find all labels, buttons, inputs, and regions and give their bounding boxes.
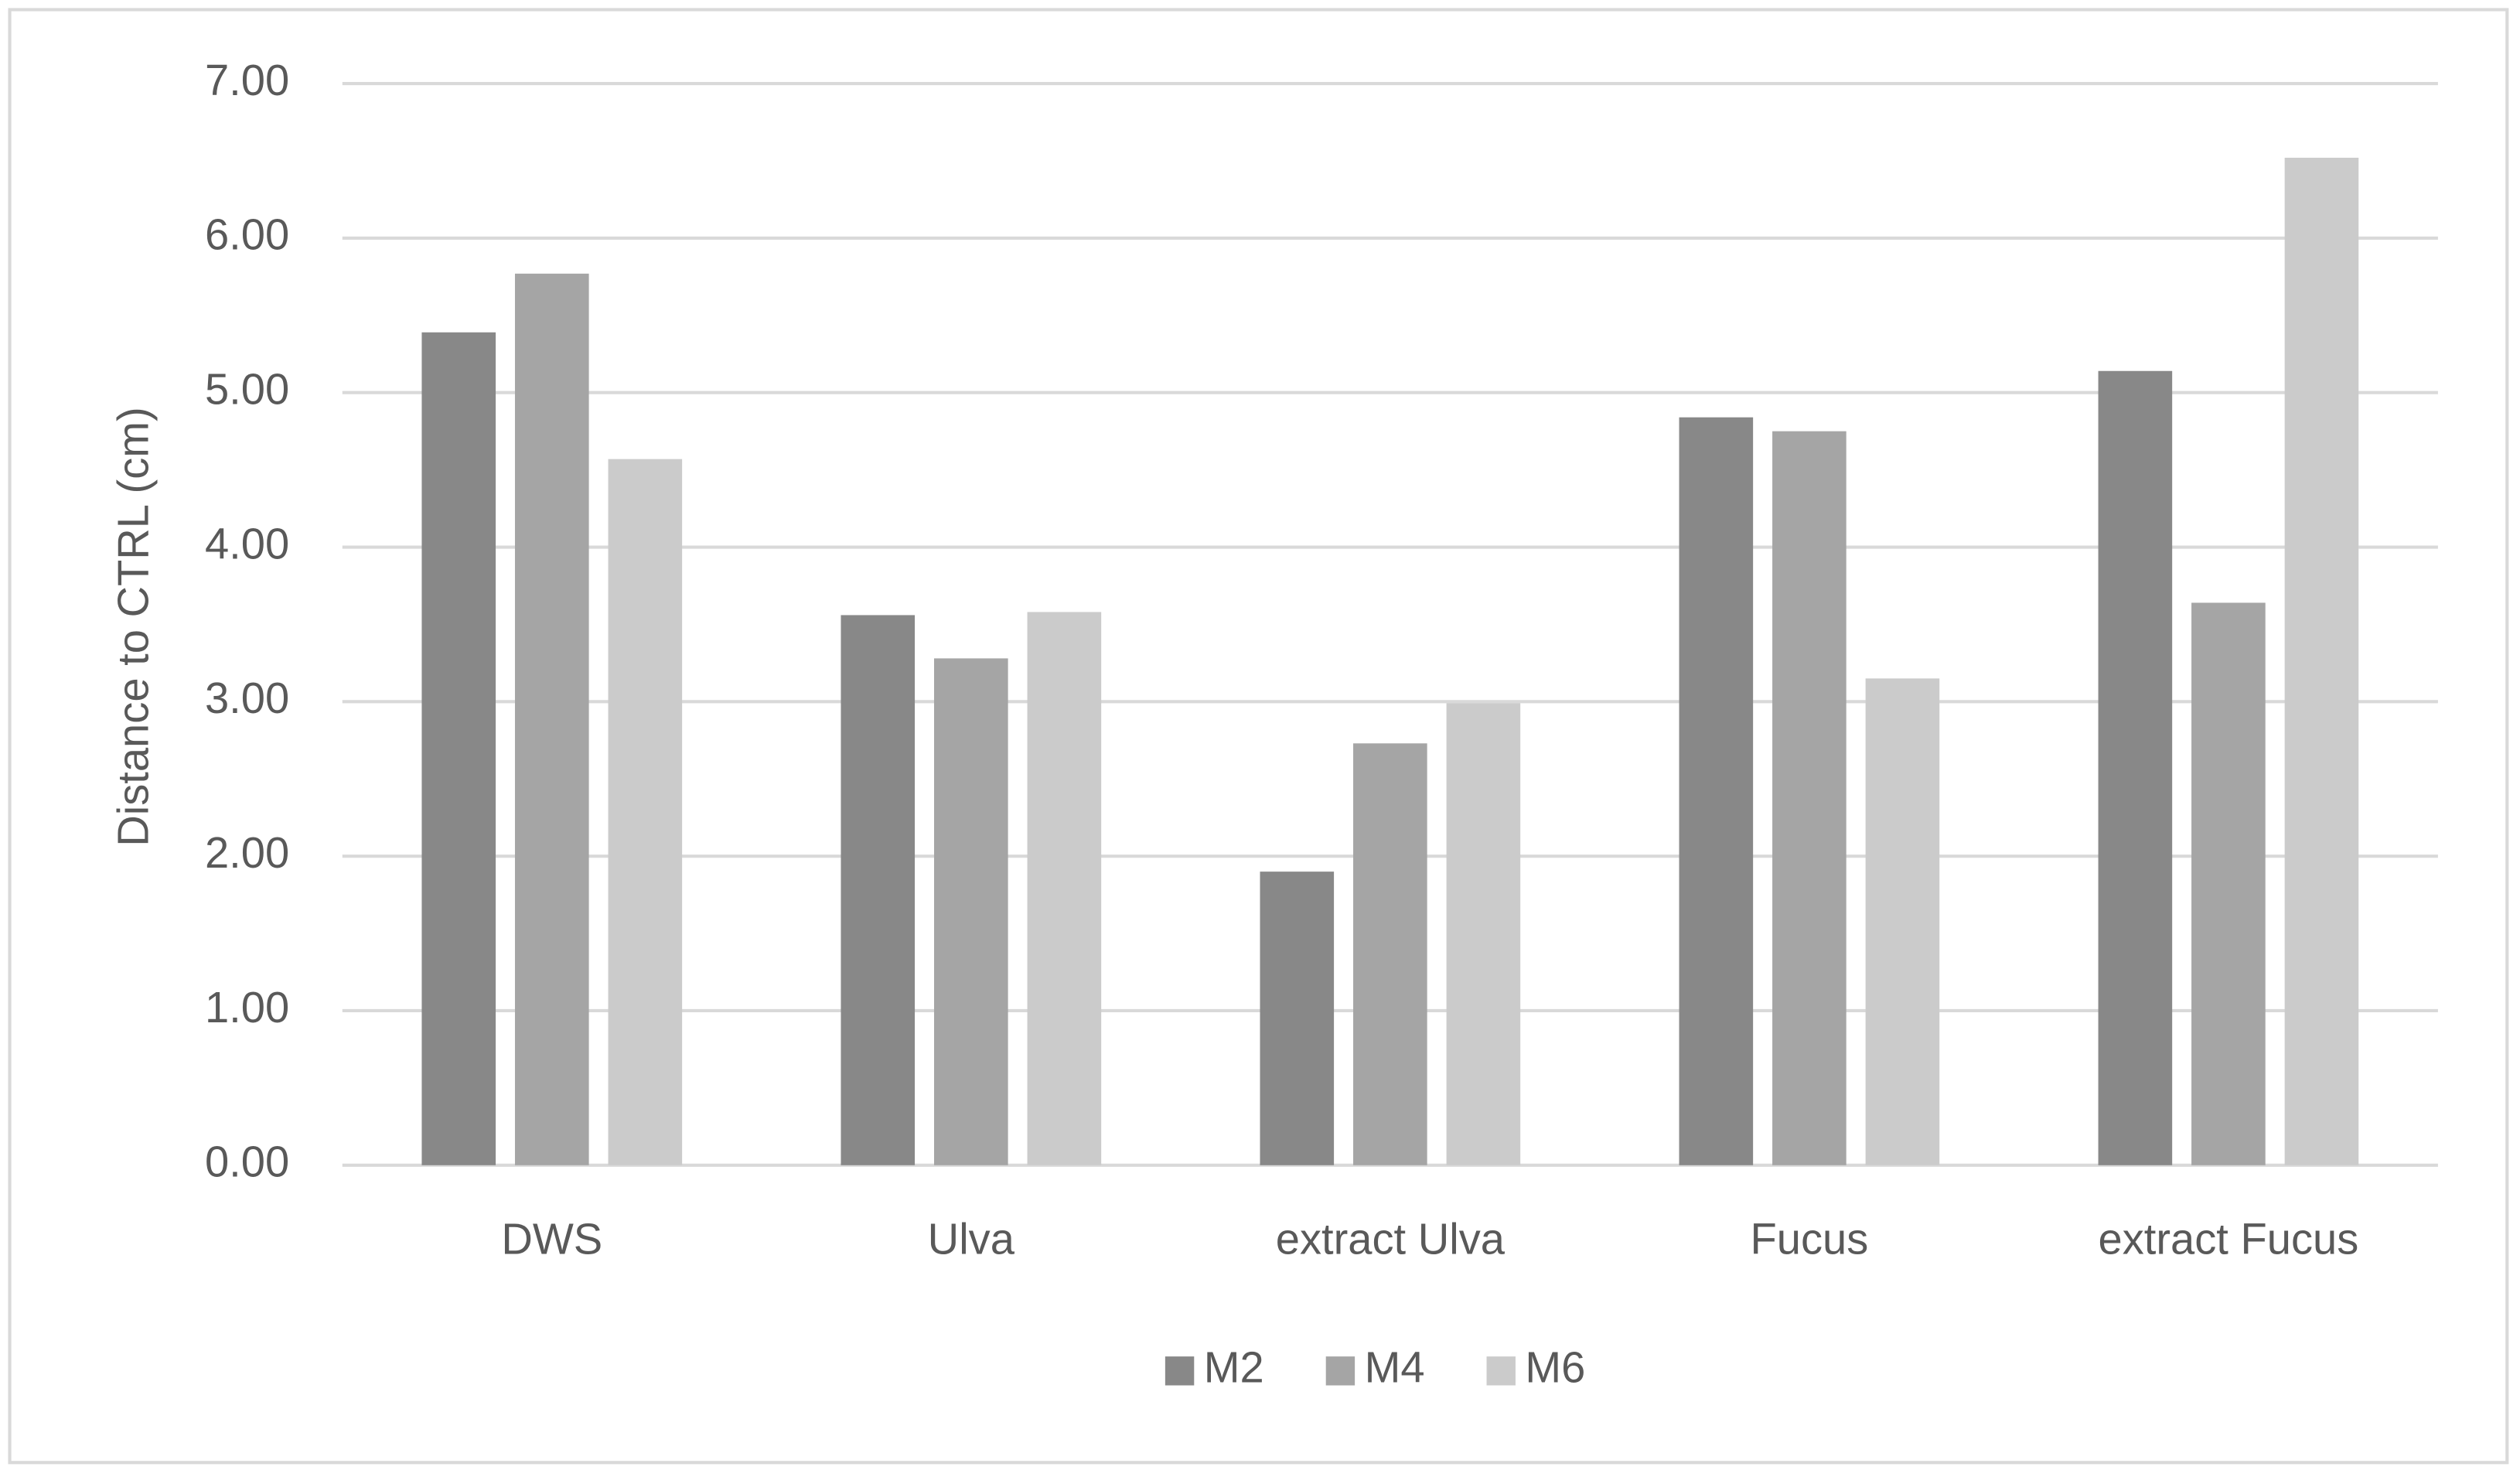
bar [1679,417,1754,1165]
x-tick-label: extract Fucus [2099,1214,2359,1263]
legend-label: M2 [1204,1343,1264,1392]
y-tick-label: 1.00 [205,983,289,1032]
y-tick-label: 3.00 [205,674,289,722]
y-tick-label: 6.00 [205,210,289,259]
bar [514,273,589,1165]
legend-swatch [1165,1356,1195,1386]
bar [841,615,916,1165]
x-tick-label: DWS [501,1214,602,1263]
bar [421,332,496,1165]
bar [1260,872,1335,1165]
bar [2284,157,2359,1165]
bar [608,459,683,1165]
y-tick-label: 4.00 [205,519,289,568]
bar [1772,431,1847,1165]
bar [1027,612,1102,1165]
y-tick-label: 2.00 [205,828,289,877]
legend-swatch [1486,1356,1516,1386]
bar [934,658,1008,1165]
y-axis-label: Distance to CTRL (cm) [109,407,158,846]
x-tick-label: Ulva [928,1214,1015,1263]
y-tick-label: 7.00 [205,56,289,104]
bar [2191,602,2266,1165]
legend-label: M6 [1525,1343,1585,1392]
legend-swatch [1325,1356,1355,1386]
y-tick-label: 5.00 [205,365,289,414]
bar [2098,370,2173,1165]
bar [1446,703,1521,1165]
bar [1353,743,1427,1165]
x-tick-label: extract Ulva [1276,1214,1506,1263]
x-tick-label: Fucus [1750,1214,1868,1263]
legend-label: M4 [1365,1343,1425,1392]
bar [1865,678,1940,1165]
y-tick-label: 0.00 [205,1138,289,1186]
